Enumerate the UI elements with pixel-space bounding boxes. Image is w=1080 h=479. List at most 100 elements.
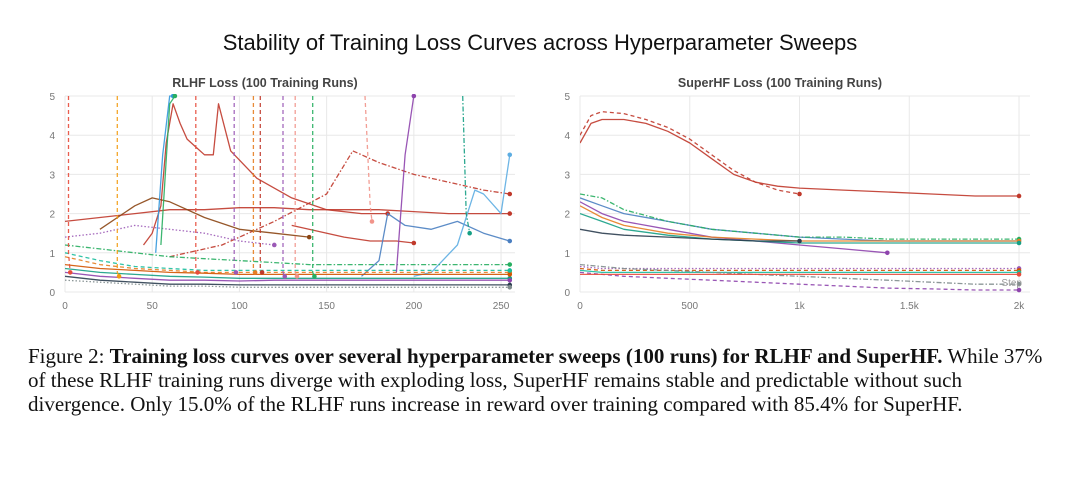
series-line-8 xyxy=(65,244,510,266)
series-endpoint-4 xyxy=(885,250,890,256)
series-endpoint-28 xyxy=(369,219,375,224)
series-endpoint-13 xyxy=(1016,272,1022,277)
series-endpoint-3 xyxy=(507,191,513,197)
x-tick-label: 0 xyxy=(577,301,583,312)
series-endpoint-1 xyxy=(797,191,802,197)
series-line-1 xyxy=(142,103,388,246)
series-endpoint-25 xyxy=(294,274,300,279)
series-line-7 xyxy=(580,228,800,242)
series-line-5 xyxy=(580,205,1019,242)
y-tick-label: 5 xyxy=(564,92,570,103)
caption-bold: Training loss curves over several hyperp… xyxy=(109,344,943,368)
series-endpoint-18 xyxy=(195,270,200,275)
series-endpoint-17 xyxy=(116,274,122,279)
series-line-28 xyxy=(364,95,373,222)
rlhf-loss-chart: RLHF Loss (100 Training Runs) 0 1 2 3 4 5 0 50 10… xyxy=(20,70,520,320)
series-endpoint-7 xyxy=(797,238,802,244)
y-tick-label: 4 xyxy=(564,131,570,142)
series-endpoint-21 xyxy=(172,94,178,99)
series-line-27 xyxy=(395,95,415,273)
y-tick-label: 0 xyxy=(564,288,570,299)
x-tick-label: 1.5k xyxy=(900,301,920,312)
series-line-21 xyxy=(160,95,176,246)
caption-label: Figure 2: xyxy=(28,344,105,368)
series-line-11 xyxy=(580,263,1019,285)
x-tick-label: 200 xyxy=(405,301,422,312)
y-tick-label: 2 xyxy=(49,210,55,221)
series-endpoint-13 xyxy=(507,272,513,277)
y-tick-label: 3 xyxy=(564,170,570,181)
x-tick-label: 150 xyxy=(318,301,335,312)
series-endpoint-4 xyxy=(306,234,312,240)
series-line-5 xyxy=(361,212,510,277)
series-endpoint-7 xyxy=(272,242,277,248)
series-line-25 xyxy=(294,96,298,277)
series-endpoint-19 xyxy=(233,270,239,275)
series-line-18 xyxy=(195,96,199,273)
series-line-9 xyxy=(65,256,510,274)
series-line-10 xyxy=(65,267,510,279)
chart-title: RLHF Loss (100 Training Runs) xyxy=(172,76,357,90)
superhf-loss-chart: SuperHF Loss (100 Training Runs) 0 1 2 3 4 5 0 5… xyxy=(535,70,1035,320)
series-line-13 xyxy=(65,263,510,276)
series-line-12 xyxy=(580,271,1019,291)
series-endpoint-29 xyxy=(467,230,472,236)
x-tick-label: 0 xyxy=(62,301,68,312)
series-endpoint-14 xyxy=(507,284,513,290)
series-endpoint-0 xyxy=(507,211,513,216)
series-line-4 xyxy=(99,197,310,238)
chart-title: SuperHF Loss (100 Training Runs) xyxy=(678,76,882,90)
series-endpoint-15 xyxy=(507,268,513,273)
x-tick-label: 500 xyxy=(681,301,698,312)
series-line-17 xyxy=(116,96,120,277)
series-endpoint-26 xyxy=(312,274,317,279)
series-endpoint-11 xyxy=(507,277,513,283)
series-line-6 xyxy=(580,212,1019,244)
series-line-6 xyxy=(413,154,511,277)
step-annotation: Step xyxy=(1001,278,1022,289)
series-line-16 xyxy=(67,96,71,273)
series-line-3 xyxy=(169,150,510,258)
series-line-19 xyxy=(233,96,237,273)
series-line-14 xyxy=(65,279,510,288)
figure-caption: Figure 2: Training loss curves over seve… xyxy=(28,344,1058,416)
series-endpoint-23 xyxy=(259,270,265,275)
series-line-23 xyxy=(259,96,263,273)
series-endpoint-11 xyxy=(1016,281,1022,287)
x-tick-label: 50 xyxy=(147,301,159,312)
series-line-4 xyxy=(580,201,888,254)
y-tick-label: 4 xyxy=(49,131,55,142)
series-endpoint-27 xyxy=(411,94,417,99)
series-line-22 xyxy=(252,96,256,273)
series-line-3 xyxy=(580,193,1019,240)
caption-text: While 37% of these RLHF training runs di… xyxy=(28,344,1043,416)
series-line-24 xyxy=(282,96,286,277)
series-line-7 xyxy=(65,224,275,246)
y-tick-label: 5 xyxy=(49,92,55,103)
series-endpoint-0 xyxy=(1016,193,1022,199)
y-tick-label: 3 xyxy=(49,170,55,181)
y-tick-label: 0 xyxy=(49,288,55,299)
superhf-loss-plot: SuperHF Loss (100 Training Runs) 0 1 2 3 4 5 0 5… xyxy=(564,76,1030,312)
y-tick-label: 2 xyxy=(564,210,570,221)
series-line-0 xyxy=(580,118,1019,197)
series-group xyxy=(580,111,1022,293)
series-line-15 xyxy=(65,252,510,272)
series-line-12 xyxy=(65,275,510,286)
series-endpoint-22 xyxy=(252,270,258,275)
x-tick-label: 100 xyxy=(231,301,248,312)
series-group xyxy=(65,94,513,290)
x-tick-label: 250 xyxy=(493,301,510,312)
series-line-11 xyxy=(65,271,510,282)
series-line-10 xyxy=(580,269,1019,274)
series-endpoint-2 xyxy=(411,240,417,246)
series-line-9 xyxy=(580,267,1019,272)
series-line-29 xyxy=(462,95,471,234)
figure-title: Stability of Training Loss Curves across… xyxy=(222,30,858,55)
series-line-1 xyxy=(580,111,800,195)
series-endpoint-6 xyxy=(507,152,513,158)
x-tick-label: 2k xyxy=(1014,301,1026,312)
series-line-0 xyxy=(65,207,510,223)
y-tick-label: 1 xyxy=(564,249,570,260)
